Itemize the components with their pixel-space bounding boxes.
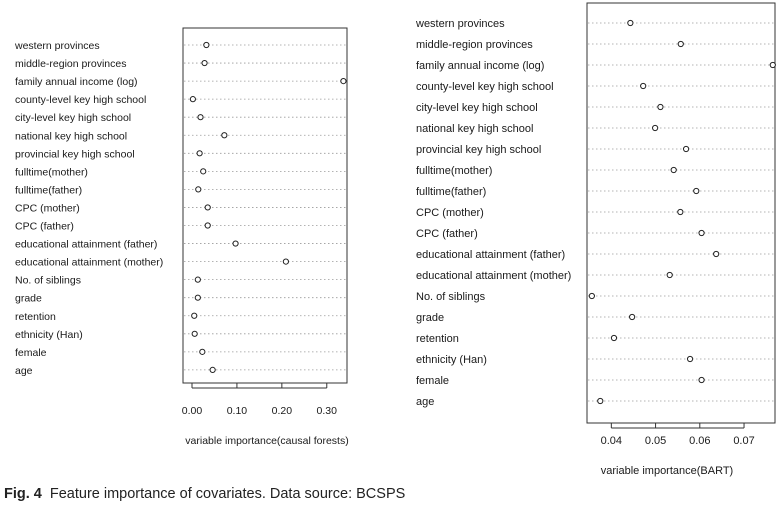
x-tick-label-0-05: 0.05 xyxy=(645,435,666,447)
category-label-educational-attainment-father: educational attainment (father) xyxy=(15,239,157,251)
category-label-educational-attainment-father: educational attainment (father) xyxy=(416,249,565,261)
data-point-family-annual-income-log xyxy=(769,61,776,69)
category-label-fulltime-father: fulltime(father) xyxy=(416,186,486,198)
data-point-age xyxy=(597,397,604,405)
category-label-female: female xyxy=(15,347,47,359)
data-point-county-level-key-high-school xyxy=(640,82,647,90)
category-label-no-of-siblings: No. of siblings xyxy=(15,275,81,287)
category-label-ethnicity-han: ethnicity (Han) xyxy=(416,354,487,366)
category-label-cpc-father: CPC (father) xyxy=(15,221,74,233)
data-point-grade xyxy=(629,313,636,321)
data-point-provincial-key-high-school xyxy=(196,150,203,157)
data-point-educational-attainment-mother xyxy=(666,271,673,279)
category-label-age: age xyxy=(15,365,33,377)
category-label-western-provinces: western provinces xyxy=(14,40,100,52)
data-point-middle-region-provinces xyxy=(677,40,684,48)
data-point-age xyxy=(209,366,216,373)
category-label-fulltime-father: fulltime(father) xyxy=(15,184,82,196)
data-point-retention xyxy=(191,312,198,319)
data-point-fulltime-father xyxy=(195,186,202,193)
category-label-retention: retention xyxy=(416,333,459,345)
category-label-western-provinces: western provinces xyxy=(415,18,505,30)
data-point-female xyxy=(199,348,206,355)
figure-caption: Fig. 4 Feature importance of covariates. … xyxy=(4,486,405,502)
data-point-national-key-high-school xyxy=(652,124,659,132)
data-point-middle-region-provinces xyxy=(201,59,208,67)
figure-caption-text: Feature importance of covariates. Data s… xyxy=(49,486,406,502)
data-point-fulltime-father xyxy=(693,187,700,195)
data-point-cpc-father xyxy=(698,229,705,237)
x-axis-title: variable importance(BART) xyxy=(601,465,733,477)
data-point-western-provinces xyxy=(203,41,210,49)
category-label-county-level-key-high-school: county-level key high school xyxy=(15,94,146,106)
category-label-middle-region-provinces: middle-region provinces xyxy=(15,58,126,70)
x-tick-label-0-06: 0.06 xyxy=(689,435,710,447)
category-label-female: female xyxy=(416,375,449,387)
x-tick-label-0-00: 0.00 xyxy=(182,405,203,417)
data-point-no-of-siblings xyxy=(194,276,201,283)
data-point-educational-attainment-mother xyxy=(282,258,289,265)
x-tick-label-0-07: 0.07 xyxy=(733,435,754,447)
category-label-national-key-high-school: national key high school xyxy=(15,130,127,142)
category-label-fulltime-mother: fulltime(mother) xyxy=(416,165,492,177)
category-label-national-key-high-school: national key high school xyxy=(416,123,533,135)
x-tick-label-0-30: 0.30 xyxy=(317,405,338,417)
data-point-cpc-mother xyxy=(204,204,211,211)
data-point-fulltime-mother xyxy=(670,166,677,174)
x-tick-label-0-10: 0.10 xyxy=(227,405,248,417)
category-label-grade: grade xyxy=(15,293,42,305)
x-tick-label-0-20: 0.20 xyxy=(272,405,293,417)
x-axis-title: variable importance(causal forests) xyxy=(185,435,348,447)
data-point-fulltime-mother xyxy=(200,168,207,175)
category-label-cpc-father: CPC (father) xyxy=(416,228,478,240)
category-label-grade: grade xyxy=(416,312,444,324)
category-label-educational-attainment-mother: educational attainment (mother) xyxy=(416,270,571,282)
data-point-ethnicity-han xyxy=(191,330,198,337)
plot-frame xyxy=(182,27,348,384)
category-label-middle-region-provinces: middle-region provinces xyxy=(416,39,533,51)
data-point-retention xyxy=(610,334,618,342)
category-label-retention: retention xyxy=(15,311,56,323)
data-point-family-annual-income-log xyxy=(340,78,347,85)
data-point-national-key-high-school xyxy=(221,132,228,139)
category-label-educational-attainment-mother: educational attainment (mother) xyxy=(15,257,163,269)
data-point-city-level-key-high-school xyxy=(657,103,664,111)
data-point-western-provinces xyxy=(627,19,634,27)
category-label-ethnicity-han: ethnicity (Han) xyxy=(15,329,83,341)
data-point-cpc-father xyxy=(204,222,211,229)
data-point-city-level-key-high-school xyxy=(197,114,204,121)
category-label-cpc-mother: CPC (mother) xyxy=(15,202,80,214)
causal-forests-panel: western provinces middle-region provinces… xyxy=(14,27,349,447)
category-label-provincial-key-high-school: provincial key high school xyxy=(15,148,135,160)
data-point-ethnicity-han xyxy=(686,355,694,363)
data-point-female xyxy=(698,376,705,384)
bart-panel: western provinces middle-region provinces… xyxy=(415,2,776,477)
category-label-city-level-key-high-school: city-level key high school xyxy=(15,112,131,124)
data-point-provincial-key-high-school xyxy=(682,145,690,153)
category-label-no-of-siblings: No. of siblings xyxy=(416,291,486,303)
plot-frame xyxy=(586,2,776,424)
figure-caption-label: Fig. 4 xyxy=(4,486,42,502)
data-point-educational-attainment-father xyxy=(232,240,239,247)
data-point-county-level-key-high-school xyxy=(189,96,196,103)
category-label-cpc-mother: CPC (mother) xyxy=(416,207,484,219)
category-label-county-level-key-high-school: county-level key high school xyxy=(416,81,554,93)
category-label-provincial-key-high-school: provincial key high school xyxy=(416,144,541,156)
category-label-age: age xyxy=(416,396,434,408)
data-point-cpc-mother xyxy=(677,208,684,216)
category-label-family-annual-income-log: family annual income (log) xyxy=(15,76,138,88)
data-point-no-of-siblings xyxy=(588,292,595,300)
category-label-city-level-key-high-school: city-level key high school xyxy=(416,102,538,114)
category-label-family-annual-income-log: family annual income (log) xyxy=(416,60,544,72)
x-tick-label-0-04: 0.04 xyxy=(601,435,622,447)
data-point-grade xyxy=(194,294,201,301)
category-label-fulltime-mother: fulltime(mother) xyxy=(15,166,88,178)
data-point-educational-attainment-father xyxy=(713,250,720,258)
